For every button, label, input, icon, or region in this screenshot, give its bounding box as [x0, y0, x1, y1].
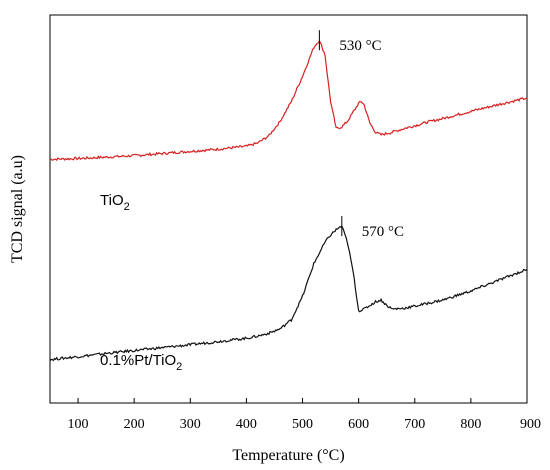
x-tick-label: 200	[124, 417, 145, 432]
series-label-2: 0.1%Pt/TiO2	[100, 352, 182, 373]
series-label-text: 0.1%Pt/TiO	[100, 352, 176, 369]
series-line-2	[49, 225, 528, 362]
x-axis: 100 200 300 400 500 600 700 800 900	[68, 398, 541, 432]
series-layer	[49, 40, 528, 362]
y-axis-title: TCD signal (a.u)	[9, 155, 26, 263]
x-axis-title: Temperature (°C)	[232, 447, 344, 464]
plot-frame	[49, 14, 528, 404]
x-tick-label: 800	[460, 417, 481, 432]
x-tick-label: 100	[68, 417, 89, 432]
series-label-subscript: 2	[124, 201, 130, 213]
peak-label-2: 570 °C	[362, 224, 404, 240]
annotations: 530 °C 570 °C	[318, 30, 404, 240]
x-tick-label: 400	[236, 417, 257, 432]
series-line-1	[49, 40, 528, 162]
series-label-text: TiO	[100, 192, 124, 209]
x-tick-label: 700	[404, 417, 425, 432]
plot-area-border	[49, 14, 528, 404]
x-tick-label: 900	[520, 417, 541, 432]
series-label-1: TiO2	[100, 192, 130, 213]
x-tick-label: 300	[180, 417, 201, 432]
x-tick-label: 500	[292, 417, 313, 432]
series-label-subscript: 2	[176, 361, 182, 373]
peak-label-1: 530 °C	[339, 38, 381, 54]
x-tick-label: 600	[348, 417, 369, 432]
